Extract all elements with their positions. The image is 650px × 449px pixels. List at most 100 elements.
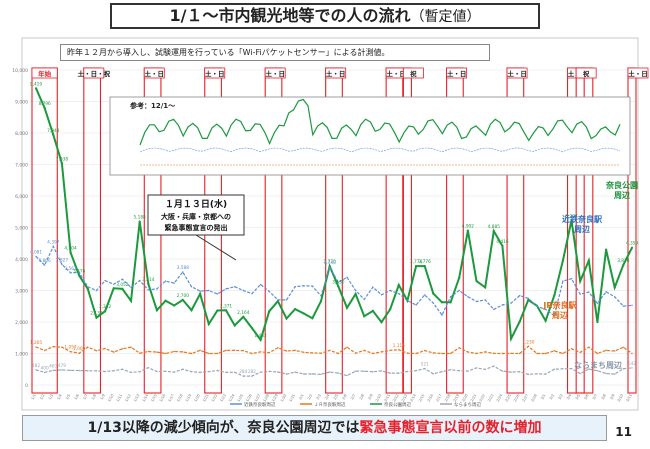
data-point	[423, 349, 426, 352]
x-tick-label: 3/4	[566, 393, 573, 401]
data-point	[130, 371, 132, 374]
data-point	[43, 349, 46, 352]
x-tick-label: 1/1	[31, 394, 37, 401]
highlight-label: 土・日	[447, 69, 467, 78]
data-point	[294, 286, 296, 288]
x-tick-label: 3/11	[625, 394, 633, 403]
data-point	[285, 317, 288, 320]
data-point	[277, 371, 279, 373]
data-point	[501, 244, 504, 247]
data-point	[596, 320, 599, 324]
point-label: 521	[421, 362, 429, 368]
data-point	[509, 337, 513, 340]
data-point	[104, 370, 106, 373]
data-point	[562, 368, 564, 370]
data-point	[605, 291, 607, 293]
data-point	[285, 350, 288, 352]
point-label: 4,902	[462, 224, 475, 230]
data-point	[35, 255, 37, 258]
data-point	[199, 292, 202, 296]
data-point	[596, 302, 599, 305]
data-point	[61, 263, 63, 266]
area-label-nara-park: 周辺	[614, 190, 630, 200]
data-point	[164, 280, 167, 282]
data-point	[510, 371, 512, 373]
data-point	[605, 372, 607, 375]
y-tick-label: 2,000	[15, 320, 28, 326]
data-point	[207, 322, 210, 326]
x-tick-label: 1/22	[211, 394, 219, 403]
data-point	[484, 368, 486, 371]
highlight-label-box	[506, 67, 528, 79]
data-point	[52, 245, 54, 248]
data-point	[579, 372, 581, 375]
data-point	[156, 288, 158, 290]
data-point	[346, 374, 348, 377]
point-label: 284	[239, 369, 247, 375]
highlight-label: 土・日	[145, 69, 165, 78]
callout-line1: 大阪・兵庫・京都への	[161, 212, 231, 221]
x-tick-label: 2/9	[367, 393, 374, 401]
data-point	[43, 371, 46, 374]
data-point	[242, 289, 245, 292]
highlight-label-box	[264, 67, 286, 79]
x-tick-label: 1/4	[56, 393, 63, 401]
data-point	[372, 371, 374, 373]
data-point	[52, 345, 54, 348]
data-point	[501, 304, 504, 306]
point-label: 1,009	[73, 346, 86, 352]
data-point	[544, 352, 547, 355]
data-point	[337, 372, 340, 374]
y-tick-label: 7,000	[15, 163, 28, 169]
data-point	[415, 369, 417, 372]
data-point	[156, 370, 158, 373]
x-tick-label: 1/31	[288, 394, 296, 403]
data-point	[208, 370, 210, 373]
data-point	[34, 87, 38, 90]
x-tick-label: 2/28	[530, 393, 538, 403]
data-point	[354, 370, 357, 372]
data-point	[389, 372, 391, 374]
data-point	[78, 352, 80, 354]
data-point	[493, 365, 495, 367]
point-label: 2,371	[220, 303, 233, 309]
point-label: 4,081	[30, 249, 43, 255]
x-tick-label: 2/13	[401, 394, 409, 403]
data-point	[588, 368, 590, 370]
data-point	[501, 370, 504, 372]
highlight-label-box	[325, 67, 347, 79]
data-point	[622, 368, 625, 370]
x-tick-label: 2/5	[333, 394, 339, 401]
data-point	[268, 351, 270, 354]
data-point	[112, 287, 115, 290]
data-point	[225, 371, 227, 374]
data-point	[406, 370, 409, 373]
point-label: 3,816	[617, 258, 630, 264]
x-tick-label: 2/4	[324, 393, 331, 401]
data-point	[414, 265, 418, 268]
data-point	[138, 352, 141, 354]
x-tick-label: 2/21	[470, 394, 478, 403]
data-point	[527, 297, 530, 300]
data-point	[182, 271, 184, 273]
x-tick-label: 1/23	[219, 394, 227, 403]
data-point	[164, 370, 167, 373]
data-point	[328, 371, 331, 373]
data-point	[225, 349, 227, 352]
data-point	[363, 370, 365, 372]
data-point	[527, 373, 530, 376]
data-point	[398, 372, 400, 374]
data-point	[224, 309, 228, 312]
callout-box	[147, 194, 245, 236]
point-label: 4,885	[488, 224, 501, 230]
data-point	[380, 321, 383, 324]
data-point	[389, 349, 391, 352]
data-point	[95, 289, 98, 292]
data-point	[475, 279, 478, 283]
x-tick-label: 2/24	[496, 393, 504, 403]
y-tick-label: 6,000	[15, 194, 28, 200]
data-point	[475, 352, 478, 355]
data-point	[190, 370, 193, 373]
data-point	[104, 310, 107, 313]
data-point	[544, 308, 547, 311]
